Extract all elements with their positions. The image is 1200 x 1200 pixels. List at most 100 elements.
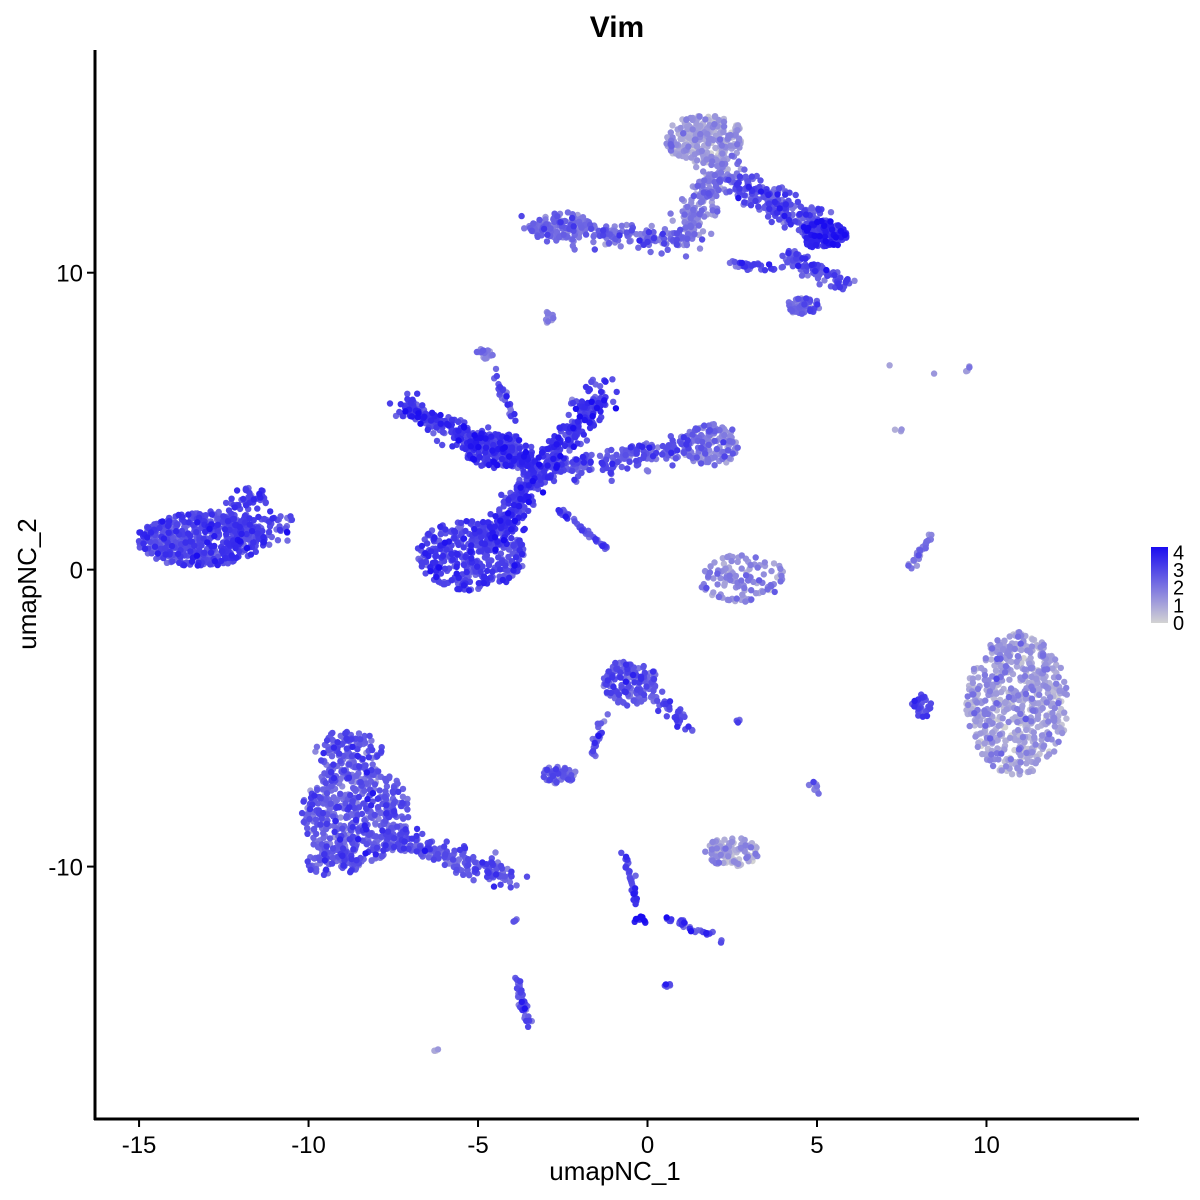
- data-point: [1023, 749, 1030, 757]
- data-point: [375, 768, 382, 775]
- data-point: [1007, 756, 1014, 763]
- data-point: [787, 306, 794, 313]
- data-point: [1034, 723, 1042, 731]
- data-point: [512, 417, 519, 424]
- data-point: [437, 531, 444, 538]
- data-point: [712, 144, 719, 152]
- data-point: [337, 790, 344, 797]
- data-point: [995, 722, 1002, 729]
- data-point: [617, 674, 624, 681]
- data-point: [720, 118, 728, 126]
- data-point: [608, 477, 615, 484]
- data-point: [987, 757, 994, 764]
- data-point: [399, 412, 406, 420]
- data-point: [329, 845, 337, 852]
- data-point: [1053, 680, 1060, 687]
- data-point: [738, 565, 745, 572]
- data-point: [708, 230, 715, 237]
- data-point: [566, 447, 573, 454]
- data-point: [678, 196, 686, 203]
- data-point: [404, 806, 411, 813]
- data-point: [972, 718, 980, 725]
- data-point: [989, 729, 996, 736]
- data-point: [684, 203, 691, 210]
- data-point: [693, 454, 700, 461]
- data-point: [1006, 734, 1014, 742]
- data-point: [711, 454, 718, 461]
- data-point: [1021, 666, 1028, 673]
- data-point: [741, 192, 748, 199]
- data-point: [323, 790, 331, 797]
- data-point: [547, 225, 554, 232]
- data-point: [569, 214, 576, 222]
- data-point: [378, 748, 385, 755]
- data-point: [1017, 640, 1024, 647]
- data-point: [557, 219, 564, 226]
- data-point: [544, 309, 552, 317]
- data-point: [1049, 665, 1056, 672]
- data-point: [697, 460, 705, 467]
- data-point: [588, 225, 595, 232]
- data-point: [372, 833, 380, 840]
- data-point: [254, 505, 261, 512]
- data-point: [497, 862, 505, 870]
- data-point: [1043, 666, 1051, 673]
- data-point: [350, 846, 357, 853]
- data-point: [330, 761, 337, 768]
- data-point: [632, 457, 640, 465]
- data-point: [313, 830, 320, 838]
- data-point: [508, 534, 515, 542]
- data-point: [1043, 712, 1050, 719]
- data-point: [471, 859, 479, 866]
- data-point: [1026, 768, 1033, 775]
- data-point: [502, 562, 509, 569]
- data-point: [1006, 633, 1013, 640]
- data-point: [460, 544, 467, 551]
- data-point: [627, 877, 635, 884]
- data-point: [492, 849, 499, 856]
- data-point: [156, 524, 163, 532]
- data-point: [329, 860, 336, 867]
- data-point: [487, 511, 494, 518]
- data-point: [382, 778, 390, 785]
- data-point: [736, 173, 744, 180]
- data-point: [363, 841, 370, 848]
- data-point: [690, 211, 697, 218]
- data-point: [731, 258, 738, 266]
- data-point: [713, 445, 720, 453]
- data-point: [752, 197, 759, 205]
- data-point: [964, 701, 972, 709]
- data-point: [483, 552, 491, 559]
- data-point: [374, 803, 382, 811]
- data-point: [647, 248, 654, 256]
- data-point: [346, 836, 353, 843]
- data-point: [1022, 695, 1029, 702]
- data-point: [510, 542, 517, 549]
- data-point: [724, 166, 731, 173]
- data-point: [1040, 641, 1047, 648]
- data-point: [816, 281, 823, 288]
- data-point: [748, 587, 755, 594]
- data-point: [1045, 718, 1052, 725]
- data-point: [470, 853, 477, 861]
- data-point: [898, 426, 905, 433]
- data-point: [704, 130, 711, 138]
- data-point: [705, 441, 712, 448]
- data-point: [1013, 663, 1021, 670]
- data-point: [424, 540, 431, 547]
- data-point: [430, 856, 437, 863]
- data-point: [716, 136, 724, 143]
- data-point: [536, 216, 543, 224]
- data-point: [1017, 752, 1024, 759]
- data-point: [496, 508, 503, 515]
- data-point: [337, 758, 344, 765]
- data-point: [655, 707, 662, 715]
- data-point: [664, 246, 671, 253]
- data-point: [696, 245, 704, 252]
- data-point: [265, 528, 273, 536]
- data-point: [981, 707, 988, 714]
- data-point: [1036, 686, 1043, 693]
- data-point: [776, 216, 783, 223]
- data-point: [755, 203, 762, 210]
- data-point: [1029, 636, 1036, 643]
